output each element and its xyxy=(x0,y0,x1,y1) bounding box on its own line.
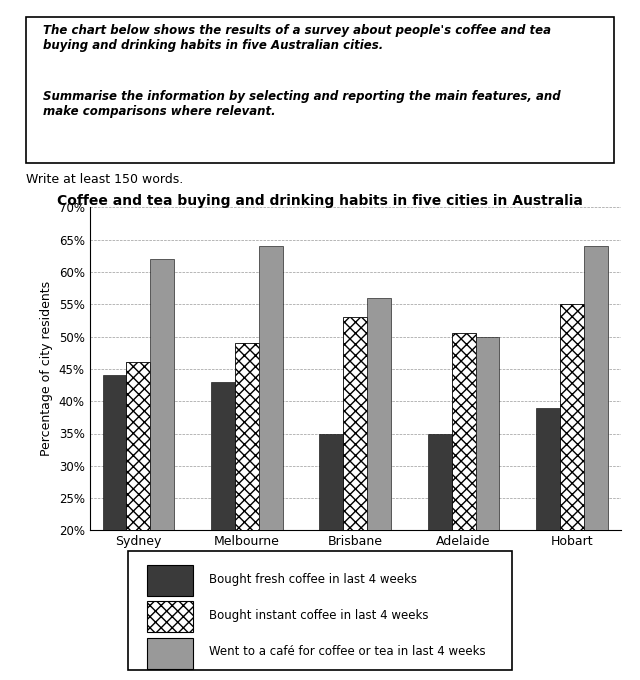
Bar xyxy=(150,259,174,660)
Bar xyxy=(343,317,367,660)
Bar xyxy=(367,298,391,660)
Text: Bought fresh coffee in last 4 weeks: Bought fresh coffee in last 4 weeks xyxy=(209,573,417,586)
FancyBboxPatch shape xyxy=(128,551,512,670)
Bar xyxy=(102,375,127,660)
Text: Bought instant coffee in last 4 weeks: Bought instant coffee in last 4 weeks xyxy=(209,609,428,622)
Text: The chart below shows the results of a survey about people's coffee and tea
buyi: The chart below shows the results of a s… xyxy=(44,24,551,52)
FancyBboxPatch shape xyxy=(147,565,193,596)
Bar xyxy=(536,408,560,660)
Text: Summarise the information by selecting and reporting the main features, and
make: Summarise the information by selecting a… xyxy=(44,90,561,118)
Text: Write at least 150 words.: Write at least 150 words. xyxy=(26,173,183,186)
Bar xyxy=(127,362,150,660)
Bar xyxy=(428,434,452,660)
Bar xyxy=(259,246,283,660)
Bar xyxy=(584,246,608,660)
Text: Went to a café for coffee or tea in last 4 weeks: Went to a café for coffee or tea in last… xyxy=(209,645,485,658)
Y-axis label: Percentage of city residents: Percentage of city residents xyxy=(40,282,53,456)
Bar xyxy=(452,333,476,660)
FancyBboxPatch shape xyxy=(147,601,193,632)
Bar xyxy=(235,343,259,660)
Bar xyxy=(319,434,343,660)
Bar xyxy=(476,337,499,660)
FancyBboxPatch shape xyxy=(147,638,193,668)
Text: Coffee and tea buying and drinking habits in five cities in Australia: Coffee and tea buying and drinking habit… xyxy=(57,194,583,208)
Bar xyxy=(211,382,235,660)
Bar xyxy=(560,305,584,660)
FancyBboxPatch shape xyxy=(26,17,614,163)
